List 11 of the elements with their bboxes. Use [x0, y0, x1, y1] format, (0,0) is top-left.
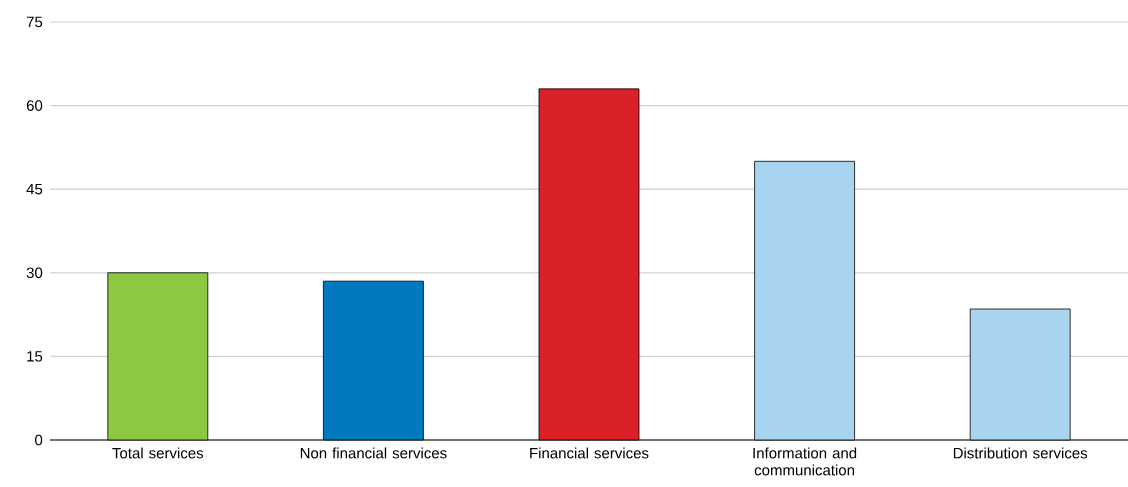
y-tick-label: 60 — [26, 100, 43, 111]
y-tick-label: 15 — [27, 351, 43, 362]
y-tick-label: 45 — [26, 183, 43, 195]
y-tick-label: 75 — [26, 16, 43, 28]
y-tick-label: 30 — [26, 267, 43, 279]
x-tick-label: Information and communication — [753, 447, 857, 476]
y-tick-label: 0 — [35, 434, 43, 446]
x-tick-label: Financial services — [530, 447, 649, 459]
x-tick-label: Non financial services — [300, 447, 447, 459]
x-tick-label: Distribution services — [953, 447, 1088, 459]
x-tick-label: Total services — [112, 447, 204, 459]
